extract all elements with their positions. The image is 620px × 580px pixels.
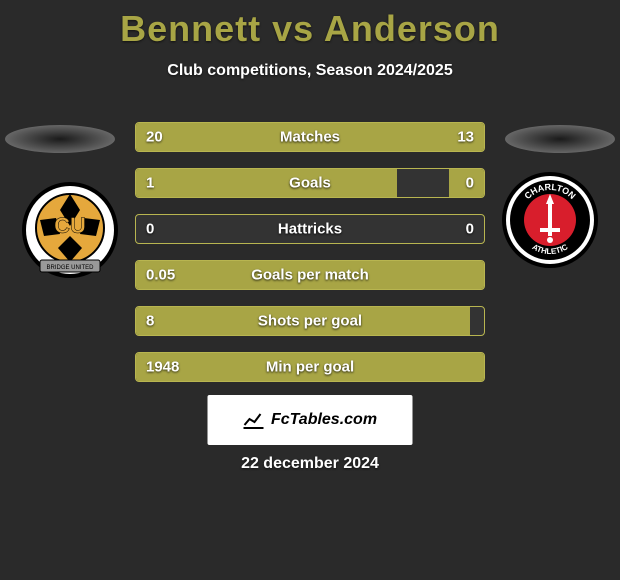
stat-left-value: 1948 [146,359,179,376]
stat-row: 0 0 Hattricks [135,214,485,244]
chart-icon [243,411,265,429]
svg-text:BRIDGE UNITED: BRIDGE UNITED [46,265,94,271]
svg-text:CU: CU [54,213,86,238]
footer-label: FcTables.com [271,411,377,429]
stat-label: Goals per match [251,267,369,284]
stat-right-value: 0 [466,175,474,192]
stat-row: 8 Shots per goal [135,306,485,336]
stat-left-value: 1 [146,175,154,192]
subtitle: Club competitions, Season 2024/2025 [0,62,620,80]
crest-right-icon: CHARLTON ATHLETIC [500,170,600,270]
shadow-right [505,125,615,153]
crest-left-icon: CU BRIDGE UNITED [20,180,120,280]
stat-row: 20 13 Matches [135,122,485,152]
bar-fill-left [136,169,397,197]
stat-right-value: 13 [457,129,474,146]
stat-left-value: 0.05 [146,267,175,284]
crest-right: CHARLTON ATHLETIC [500,170,600,270]
stat-label: Min per goal [266,359,354,376]
stat-left-value: 0 [146,221,154,238]
stat-label: Goals [289,175,331,192]
stats-bars: 20 13 Matches 1 0 Goals 0 0 Hattricks 0.05 Goals p… [135,122,485,398]
stat-row: 1948 Min per goal [135,352,485,382]
stat-label: Matches [280,129,340,146]
stat-right-value: 0 [466,221,474,238]
page-title: Bennett vs Anderson [0,0,620,50]
date-label: 22 december 2024 [241,455,379,473]
shadow-left [5,125,115,153]
stat-row: 0.05 Goals per match [135,260,485,290]
stat-label: Shots per goal [258,313,362,330]
stat-row: 1 0 Goals [135,168,485,198]
stat-label: Hattricks [278,221,342,238]
stat-left-value: 20 [146,129,163,146]
stat-left-value: 8 [146,313,154,330]
crest-left: CU BRIDGE UNITED [20,180,120,280]
footer-badge: FcTables.com [208,395,413,445]
